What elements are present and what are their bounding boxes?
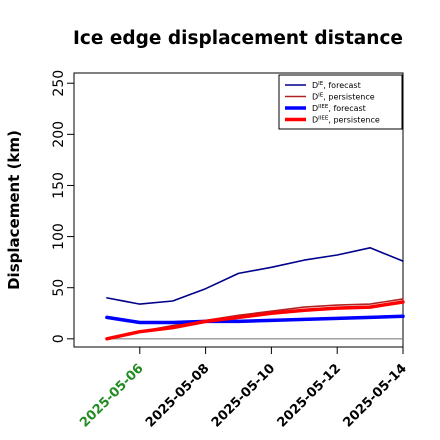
x-tick-label: 2025-05-06 [77,361,146,430]
y-axis: 0 50 100 150 200 250 [51,70,74,343]
legend-label-main: D [312,116,318,125]
legend-label-rest: , forecast [328,104,365,113]
y-tick-label: 50 [51,279,67,297]
y-tick-label: 200 [51,121,67,148]
legend-label: DIE, forecast [312,81,361,90]
legend-label: DIE, persistence [312,93,375,102]
legend-label-sup: IE [318,93,324,99]
legend-label-sup: IIEE [318,104,329,110]
y-tick-label: 250 [51,70,67,97]
y-tick-label: 100 [51,223,67,250]
legend-label-sup: IE [318,81,324,87]
legend-label-main: D [312,93,318,102]
x-tick-label: 2025-05-08 [143,361,212,430]
legend-label-main: D [312,81,318,90]
legend-label-rest: , forecast [323,81,360,90]
legend-label: DIIEE, forecast [312,104,366,113]
chart-title: Ice edge displacement distance [73,28,403,49]
series-line-0 [106,247,404,305]
y-tick-label: 0 [51,334,67,343]
x-tick-label: 2025-05-14 [340,361,409,430]
series-group [105,247,405,341]
legend-label-main: D [312,104,318,113]
x-tick-label: 2025-05-12 [275,361,344,430]
series-line-2 [105,314,405,325]
legend-label: DIIEE, persistence [312,116,380,125]
y-tick-label: 150 [51,172,67,199]
legend-label-rest: , persistence [328,116,379,125]
series-line-3 [105,300,405,341]
legend-label-sup: IIEE [318,116,329,122]
y-axis-label: Displacement (km) [5,130,23,290]
legend-label-rest: , persistence [323,93,374,102]
x-axis: 2025-05-062025-05-082025-05-102025-05-12… [77,347,410,431]
x-tick-label: 2025-05-10 [209,361,278,430]
plot-area [73,72,404,348]
